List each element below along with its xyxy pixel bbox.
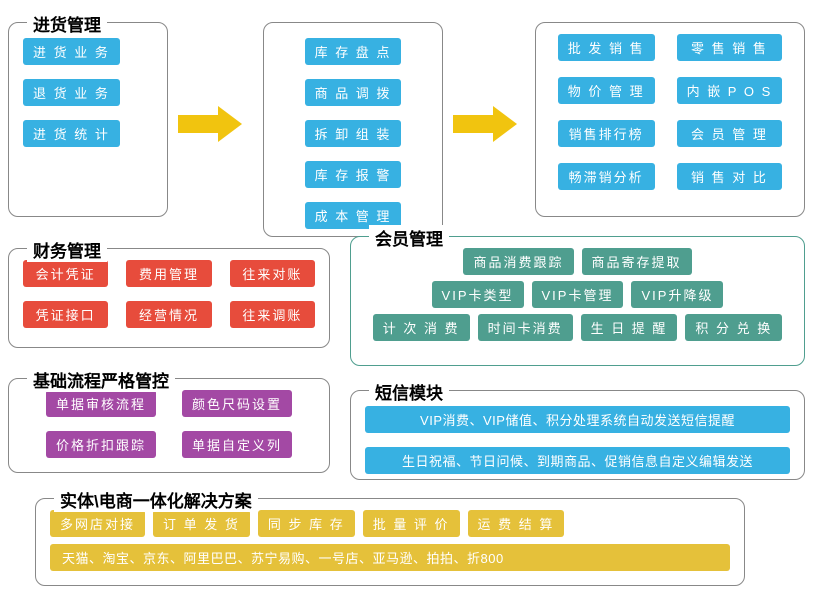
pill-item: 往来调账 — [230, 301, 315, 328]
pill-item: 单据审核流程 — [46, 390, 156, 417]
pill-item: 多网店对接 — [50, 510, 145, 537]
panel-items: 进 货 业 务退 货 业 务进 货 统 计 — [19, 31, 157, 154]
pill-item: 天猫、淘宝、京东、阿里巴巴、苏宁易购、一号店、亚马逊、拍拍、折800 — [50, 544, 730, 571]
panel-title: 基础流程严格管控 — [27, 367, 175, 392]
panel-inventory: 库 存 盘 点商 品 调 拨拆 卸 组 装库 存 报 警成 本 管 理 — [263, 22, 443, 237]
pill-item: 进 货 统 计 — [23, 120, 120, 147]
panel-rows: 商品消费跟踪商品寄存提取 VIP卡类型 VIP卡管理 VIP升降级计 次 消 费时间卡… — [361, 245, 794, 344]
pill-item: 会计凭证 — [23, 260, 108, 287]
pill-item: 会 员 管 理 — [677, 120, 783, 147]
arrow-head — [493, 106, 517, 142]
pill-item: 生日祝福、节日问候、到期商品、促销信息自定义编辑发送 — [365, 447, 790, 474]
panel-title: 短信模块 — [369, 379, 449, 404]
pill-item: 积 分 兑 换 — [685, 314, 782, 341]
panel-lines: VIP消费、VIP储值、积分处理系统自动发送短信提醒生日祝福、节日问候、到期商品… — [361, 399, 794, 481]
panel-content: 多网店对接订 单 发 货同 步 库 存批 量 评 价运 费 结 算天猫、淘宝、京… — [46, 507, 734, 571]
pill-item: 经营情况 — [126, 301, 211, 328]
pill-item: 批 发 销 售 — [558, 34, 655, 61]
panel-finance: 财务管理 会计凭证费用管理往来对账凭证接口经营情况往来调账 — [8, 248, 330, 348]
panel-sales: 批 发 销 售零 售 销 售物 价 管 理内 嵌 P O S 销售排行榜会 员 管… — [535, 22, 805, 217]
pill-item: 生 日 提 醒 — [581, 314, 678, 341]
pill-item: 畅滞销分析 — [558, 163, 655, 190]
pill-item: 退 货 业 务 — [23, 79, 120, 106]
pill-item: 费用管理 — [126, 260, 211, 287]
arrow-shaft — [178, 115, 218, 133]
pill-item: 库 存 盘 点 — [305, 38, 402, 65]
pill-item: 零 售 销 售 — [677, 34, 783, 61]
pill-item: VIP消费、VIP储值、积分处理系统自动发送短信提醒 — [365, 406, 790, 433]
pill-item: VIP卡管理 — [532, 281, 624, 308]
pill-item: 往来对账 — [230, 260, 315, 287]
panel-title: 实体\电商一体化解决方案 — [54, 487, 258, 512]
pill-item: 凭证接口 — [23, 301, 108, 328]
pill-item: 销售排行榜 — [558, 120, 655, 147]
pill-item: 进 货 业 务 — [23, 38, 120, 65]
pill-item: 拆 卸 组 装 — [305, 120, 402, 147]
pill-item: 订 单 发 货 — [153, 510, 250, 537]
panel-title: 会员管理 — [369, 225, 449, 250]
pill-item: 时间卡消费 — [478, 314, 573, 341]
panel-purchase-mgmt: 进货管理 进 货 业 务退 货 业 务进 货 统 计 — [8, 22, 168, 217]
row: VIP卡类型 VIP卡管理 VIP升降级 — [361, 278, 794, 311]
pill-item: 价格折扣跟踪 — [46, 431, 156, 458]
panel-process: 基础流程严格管控 单据审核流程颜色尺码设置价格折扣跟踪单据自定义列 — [8, 378, 330, 473]
panel-items: 库 存 盘 点商 品 调 拨拆 卸 组 装库 存 报 警成 本 管 理 — [274, 31, 432, 236]
row: 计 次 消 费时间卡消费生 日 提 醒积 分 兑 换 — [361, 311, 794, 344]
panel-grid: 单据审核流程颜色尺码设置价格折扣跟踪单据自定义列 — [19, 387, 319, 461]
panel-grid: 会计凭证费用管理往来对账凭证接口经营情况往来调账 — [19, 257, 319, 331]
panel-title: 进货管理 — [27, 11, 107, 36]
panel-grid: 批 发 销 售零 售 销 售物 价 管 理内 嵌 P O S 销售排行榜会 员 管… — [546, 31, 794, 193]
pill-item: 商 品 调 拨 — [305, 79, 402, 106]
pill-item: 同 步 库 存 — [258, 510, 355, 537]
pill-item: 批 量 评 价 — [363, 510, 460, 537]
pill-item: 颜色尺码设置 — [182, 390, 292, 417]
arrow-shaft — [453, 115, 493, 133]
pill-item: 单据自定义列 — [182, 431, 292, 458]
arrow-head — [218, 106, 242, 142]
panel-sms: 短信模块 VIP消费、VIP储值、积分处理系统自动发送短信提醒生日祝福、节日问候… — [350, 390, 805, 480]
panel-member: 会员管理 商品消费跟踪商品寄存提取VIP卡类型VIP卡管理VIP升降级计 次 消… — [350, 236, 805, 366]
pill-item: 商品消费跟踪 — [463, 248, 573, 275]
panel-title: 财务管理 — [27, 237, 107, 262]
pill-item: 商品寄存提取 — [582, 248, 692, 275]
pill-item: 计 次 消 费 — [373, 314, 470, 341]
pill-item: 库 存 报 警 — [305, 161, 402, 188]
pill-item: VIP升降级 — [631, 281, 723, 308]
panel-ecommerce: 实体\电商一体化解决方案 多网店对接订 单 发 货同 步 库 存批 量 评 价运… — [35, 498, 745, 586]
pill-item: 物 价 管 理 — [558, 77, 655, 104]
pill-item: 运 费 结 算 — [468, 510, 565, 537]
pill-item: VIP卡类型 — [432, 281, 524, 308]
pill-item: 内 嵌 P O S — [677, 77, 783, 104]
pill-item: 销 售 对 比 — [677, 163, 783, 190]
